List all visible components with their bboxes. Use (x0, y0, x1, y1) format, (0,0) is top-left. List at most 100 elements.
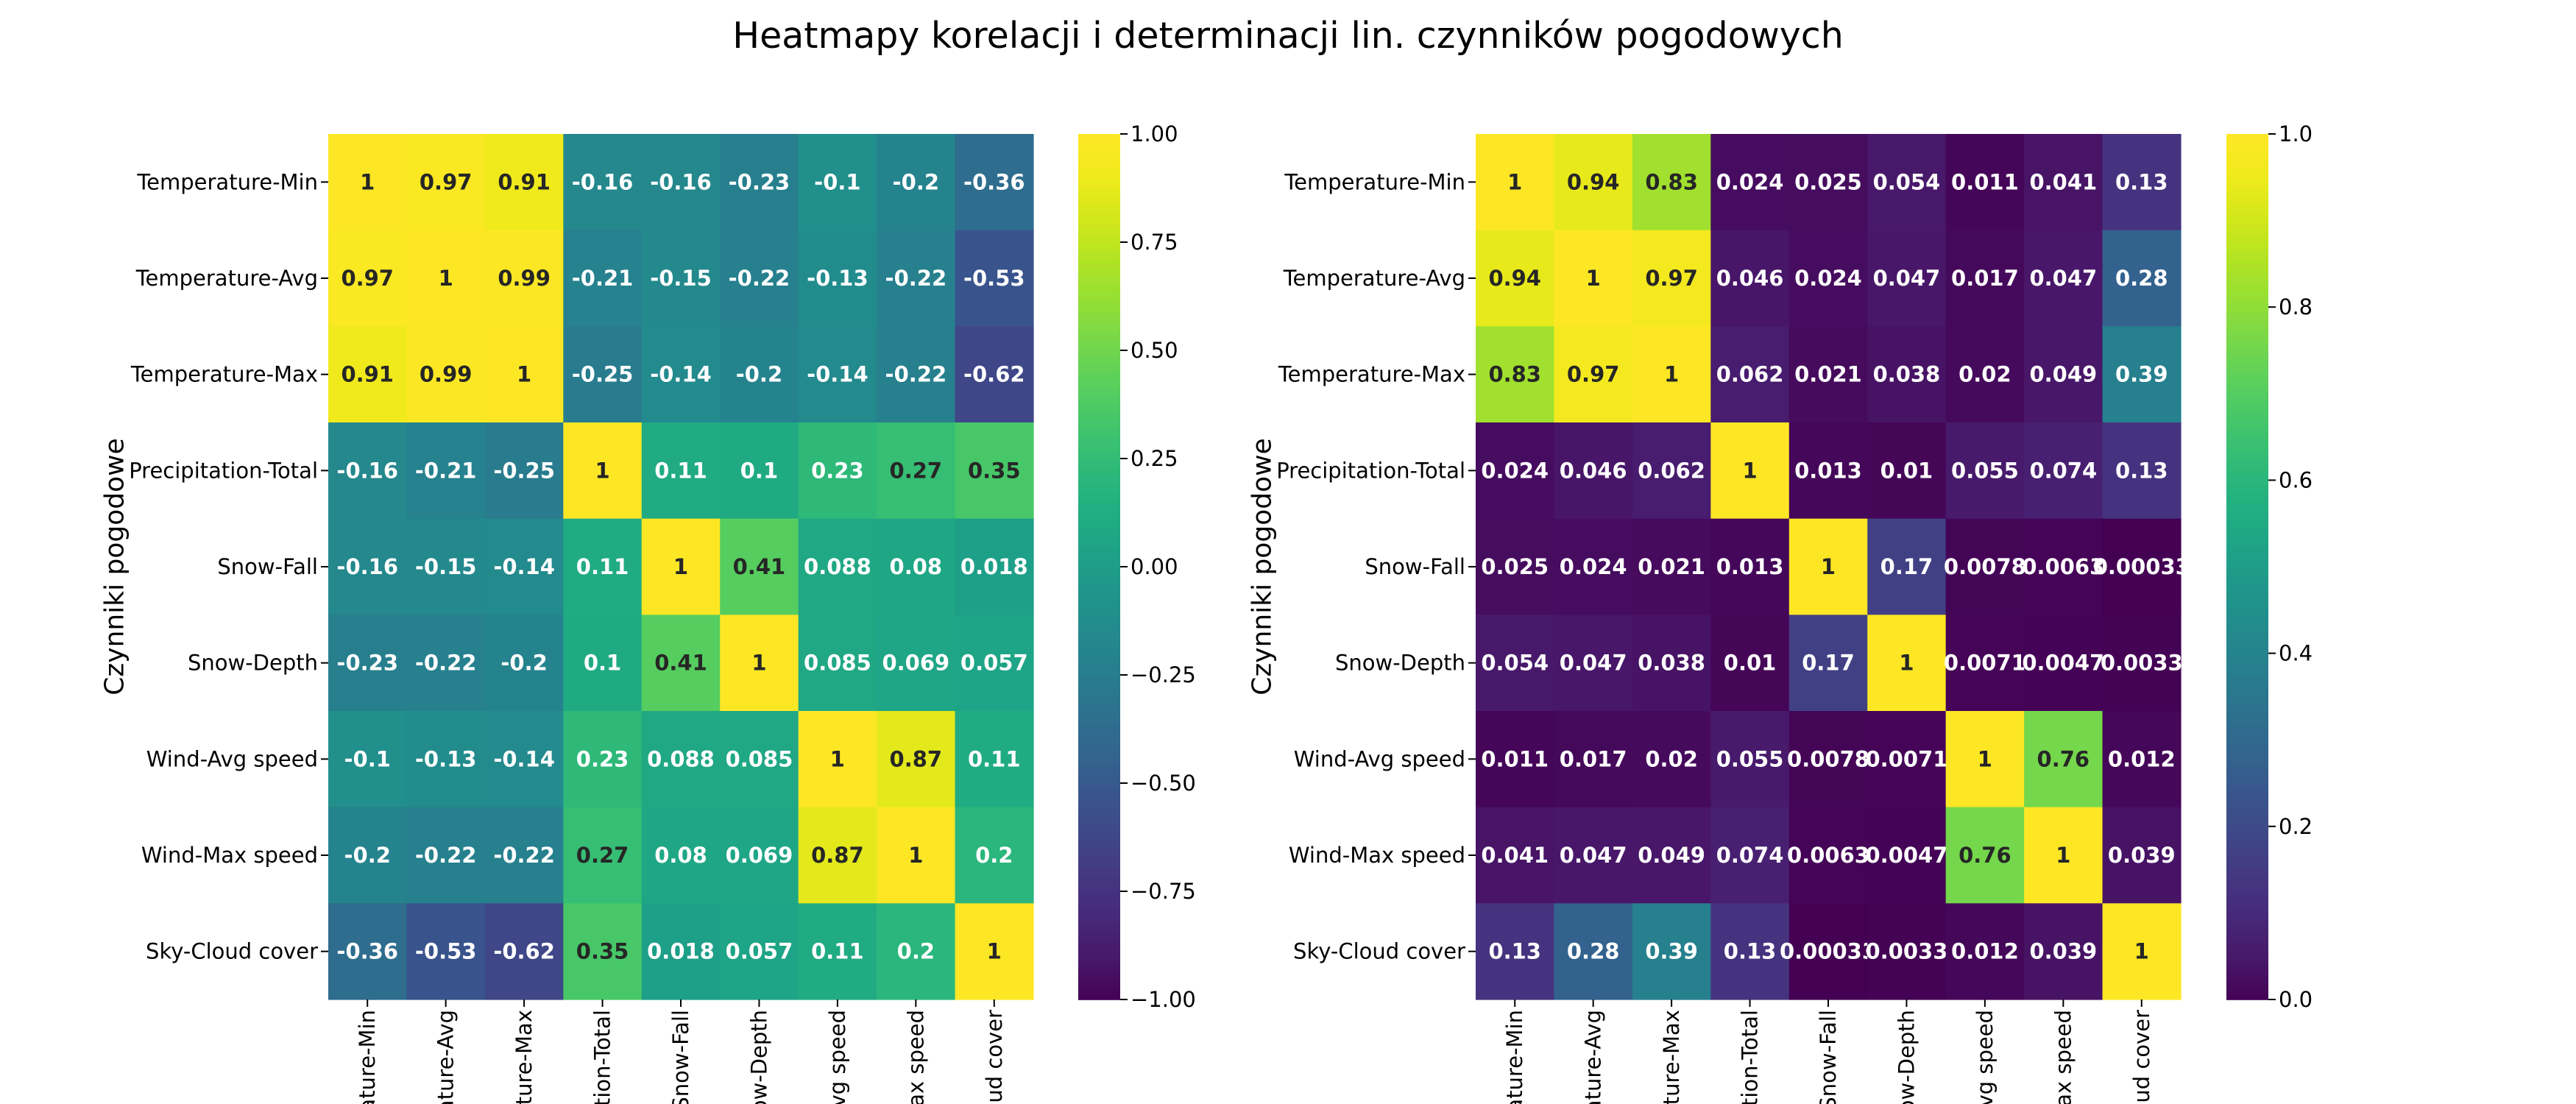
det-colorbar-segment (2226, 372, 2268, 378)
corr-cell-label: 0.99 (420, 362, 473, 387)
corr-cell (641, 230, 721, 327)
corr-colorbar-segment (1078, 280, 1120, 286)
corr-colorbar-tick-label: −0.50 (1130, 771, 1196, 796)
corr-colorbar-segment (1078, 818, 1120, 823)
det-cell (1554, 807, 1633, 904)
corr-cell (720, 134, 799, 231)
det-cell-label: 0.038 (1873, 362, 1941, 387)
corr-cell (406, 807, 486, 904)
det-colorbar-segment (2226, 367, 2268, 373)
det-cell-label: 0.041 (1481, 843, 1549, 868)
det-colorbar-segment (2226, 350, 2268, 355)
corr-colorbar-segment (1078, 696, 1120, 702)
corr-colorbar-tick-label: −0.25 (1130, 662, 1196, 687)
det-cell (1945, 422, 2025, 520)
corr-xtick-label: erature-Avg (434, 1010, 459, 1104)
det-colorbar-segment (2226, 138, 2268, 144)
det-colorbar-segment (2226, 744, 2268, 749)
det-colorbar-segment (2226, 813, 2268, 818)
det-cell (2024, 518, 2103, 615)
corr-cell (328, 711, 408, 808)
corr-cell-label: -0.1 (344, 746, 391, 771)
corr-cell-label: 0.35 (576, 939, 629, 964)
det-colorbar-segment (2226, 601, 2268, 606)
corr-colorbar-segment (1078, 779, 1120, 784)
det-cell (2024, 422, 2103, 520)
corr-cell-label: -0.13 (415, 746, 477, 771)
corr-cell-label: -0.25 (572, 362, 634, 387)
det-colorbar-segment (2226, 757, 2268, 762)
det-colorbar-segment (2226, 489, 2268, 494)
corr-colorbar-segment (1078, 609, 1120, 615)
corr-colorbar-segment (1078, 436, 1120, 442)
corr-colorbar-segment (1078, 441, 1120, 447)
corr-cell-label: -0.22 (415, 843, 477, 868)
corr-colorbar-segment (1078, 938, 1120, 944)
det-colorbar-segment (2226, 134, 2268, 139)
corr-colorbar-segment (1078, 930, 1120, 935)
corr-cell (877, 807, 956, 904)
det-colorbar-segment (2226, 233, 2268, 238)
det-cell (2024, 134, 2103, 231)
corr-colorbar-segment (1078, 731, 1120, 737)
corr-colorbar-segment (1078, 605, 1120, 611)
det-cell (1710, 615, 1790, 712)
corr-cell (720, 711, 799, 808)
corr-cell-label: 1 (908, 843, 923, 868)
det-cell (1632, 903, 1711, 1000)
corr-cell (798, 711, 877, 808)
corr-colorbar-segment (1078, 986, 1120, 992)
det-colorbar-segment (2226, 393, 2268, 399)
det-ytick-label: Temperature-Max (1278, 362, 1465, 387)
corr-ytick-label: Wind-Avg speed (146, 746, 318, 771)
corr-colorbar-segment (1078, 692, 1120, 698)
det-colorbar-segment (2226, 614, 2268, 620)
corr-cell-label: 0.2 (897, 939, 935, 964)
det-cell-label: 0.074 (1716, 843, 1784, 868)
det-colorbar-segment (2226, 804, 2268, 810)
det-colorbar-segment (2226, 172, 2268, 178)
det-colorbar-segment (2226, 930, 2268, 935)
det-cell-label: 0.39 (2115, 362, 2168, 387)
det-cell (1632, 615, 1711, 712)
corr-cell (641, 903, 721, 1000)
det-cell-label: 0.0033 (1865, 939, 1947, 964)
det-colorbar-segment (2226, 895, 2268, 901)
corr-colorbar-segment (1078, 921, 1120, 927)
corr-colorbar-segment (1078, 510, 1120, 516)
corr-ytick-label: Snow-Depth (188, 651, 318, 676)
corr-colorbar-segment (1078, 744, 1120, 749)
corr-cell-label: 1 (439, 266, 453, 291)
determination-heatmap: 1 0.94 0.83 0.024 0.025 0.054 0.011 0.041 0.130.… (1248, 121, 2313, 1104)
corr-colorbar-segment (1078, 899, 1120, 905)
corr-cell (484, 518, 564, 615)
det-colorbar-segment (2226, 523, 2268, 528)
corr-cell-label: 1 (517, 362, 531, 387)
det-colorbar-segment (2226, 484, 2268, 489)
corr-cell-label: -0.13 (807, 266, 868, 291)
det-cell (1554, 326, 1633, 423)
corr-xtick-label: -Avg speed (825, 1010, 850, 1104)
corr-cell (563, 326, 643, 423)
corr-cell (955, 807, 1034, 904)
corr-cell (484, 903, 564, 1000)
det-xtick-label: erature-Min (1502, 1010, 1527, 1104)
corr-cell (877, 615, 956, 712)
det-xtick-label: now-Depth (1894, 1010, 1919, 1104)
corr-cell-label: -0.14 (493, 554, 555, 579)
corr-colorbar-segment (1078, 752, 1120, 758)
corr-colorbar-segment (1078, 420, 1120, 425)
det-cell (1476, 230, 1555, 327)
corr-colorbar-segment (1078, 770, 1120, 776)
corr-cell-label: 0.018 (960, 554, 1028, 579)
det-cell (1632, 807, 1711, 904)
det-colorbar-segment (2226, 545, 2268, 551)
corr-colorbar-segment (1078, 475, 1120, 481)
corr-cell-label: 1 (360, 169, 375, 194)
det-colorbar-segment (2226, 869, 2268, 875)
corr-colorbar-segment (1078, 229, 1120, 235)
corr-colorbar-segment (1078, 285, 1120, 291)
det-cell (1788, 134, 1868, 231)
corr-colorbar-segment (1078, 294, 1120, 300)
det-colorbar-segment (2226, 255, 2268, 261)
